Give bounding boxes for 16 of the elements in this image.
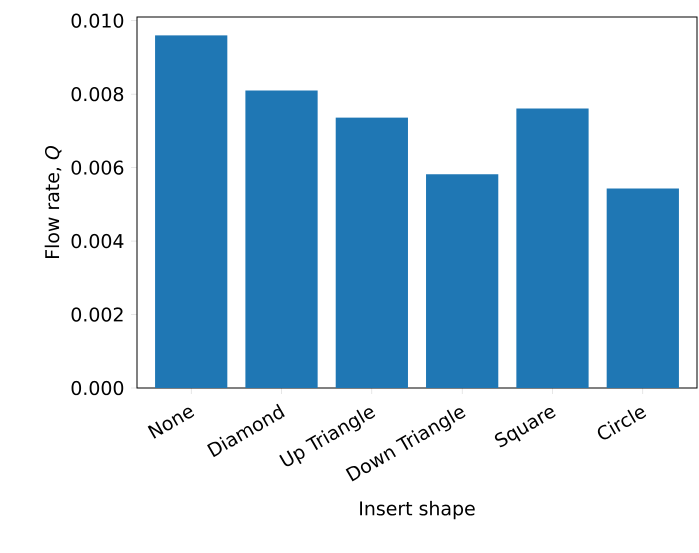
bar — [516, 108, 589, 388]
y-tick-label: 0.000 — [72, 380, 124, 396]
x-tick-label: None — [148, 408, 194, 439]
y-tick-label: 0.010 — [72, 14, 124, 28]
y-tick-label: 0.008 — [72, 86, 124, 102]
y-tick-label: 0.006 — [72, 160, 124, 175]
y-tick-label: 0.004 — [72, 234, 124, 248]
bar — [155, 35, 228, 388]
y-tick-label: 0.002 — [72, 307, 123, 322]
bar — [606, 188, 679, 388]
x-tick-label: Circle — [598, 408, 646, 440]
bar — [426, 174, 498, 388]
x-axis-title: Insert shape — [360, 500, 475, 520]
y-axis-title: Flow rate, Q — [44, 146, 62, 258]
bar — [245, 90, 318, 388]
bar — [336, 118, 408, 388]
